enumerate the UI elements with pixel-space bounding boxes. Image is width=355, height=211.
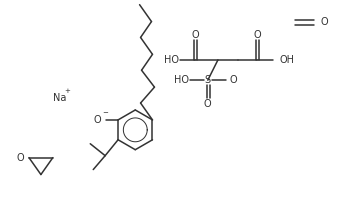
Text: O: O [16, 153, 24, 163]
Text: O: O [230, 75, 237, 85]
Text: −: − [102, 110, 108, 116]
Text: S: S [205, 75, 211, 85]
Text: Na: Na [53, 93, 66, 103]
Text: O: O [320, 16, 328, 27]
Text: O: O [254, 30, 261, 41]
Text: OH: OH [279, 55, 294, 65]
Text: O: O [191, 30, 199, 41]
Text: O: O [94, 115, 101, 125]
Text: HO: HO [174, 75, 189, 85]
Text: +: + [65, 88, 71, 94]
Text: HO: HO [164, 55, 179, 65]
Text: O: O [204, 99, 212, 109]
